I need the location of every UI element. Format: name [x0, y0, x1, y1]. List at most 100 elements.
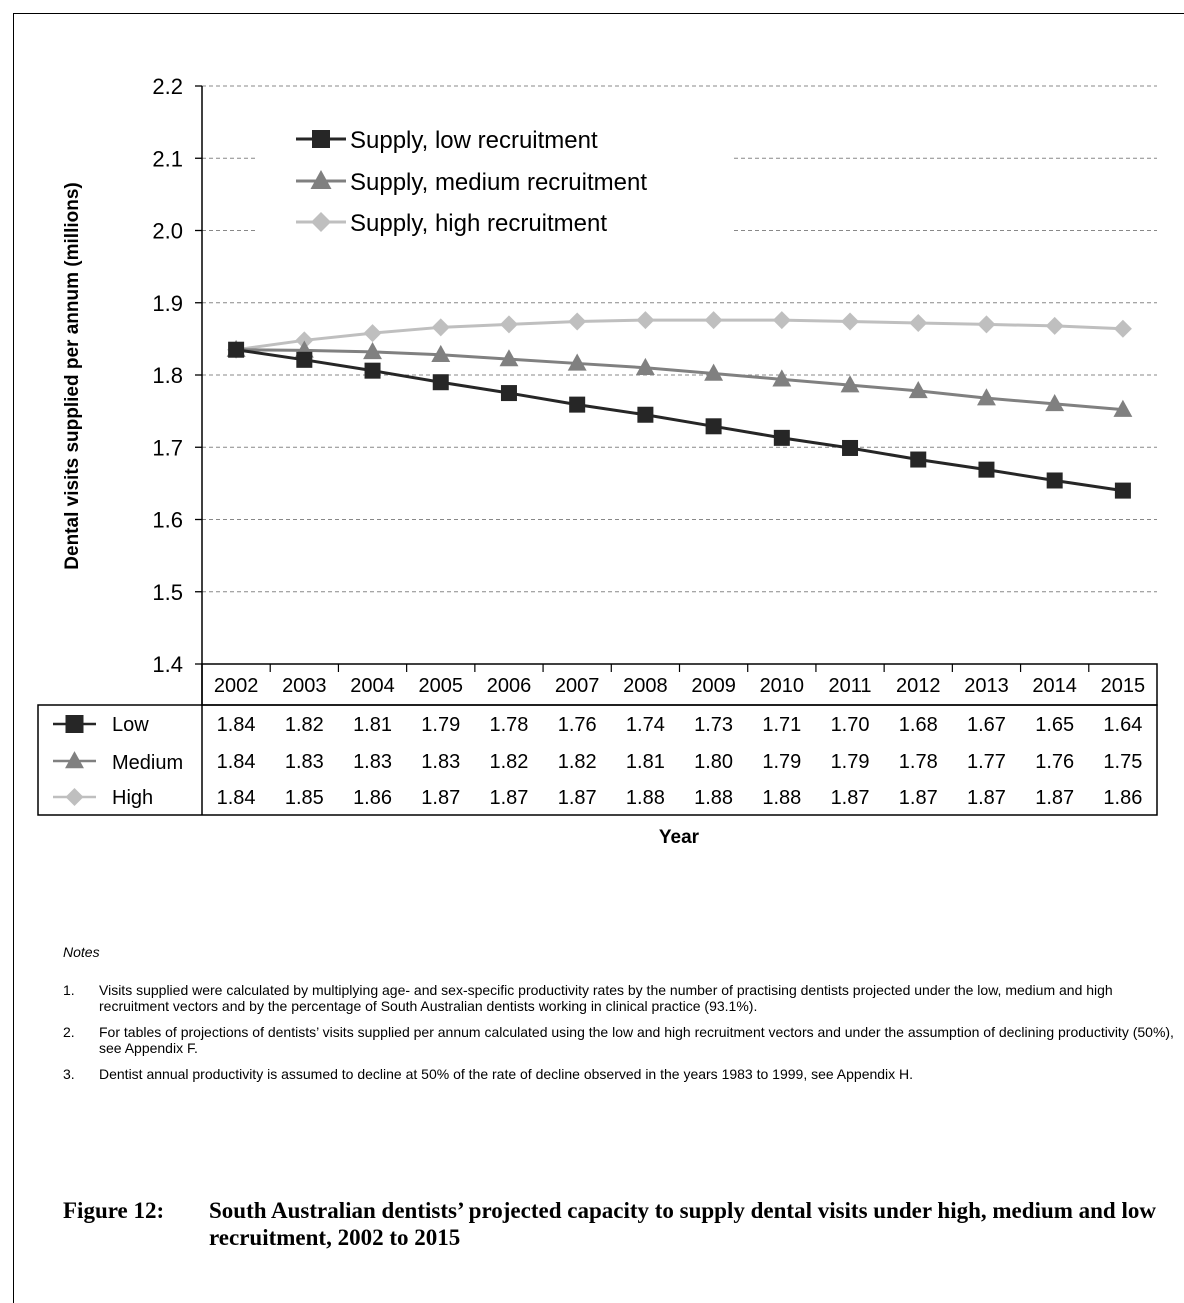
table-cell: 1.64	[1103, 714, 1142, 736]
data-point	[704, 363, 724, 381]
x-tick-label: 2008	[623, 675, 668, 697]
x-tick-label: 2014	[1032, 675, 1077, 697]
x-tick-label: 2007	[555, 675, 600, 697]
x-tick-label: 2009	[691, 675, 736, 697]
table-cell: 1.88	[626, 787, 665, 809]
table-cell: 1.65	[1035, 714, 1074, 736]
legend: Supply, low recruitment Supply, medium re…	[258, 112, 732, 244]
data-point	[431, 318, 450, 337]
table-cell: 1.87	[831, 787, 870, 809]
data-point	[363, 324, 382, 343]
y-tick-label: 1.7	[152, 435, 183, 460]
table-body	[37, 704, 1158, 816]
data-point	[1045, 316, 1064, 335]
data-point	[296, 351, 313, 368]
note-number: 2.	[63, 1024, 75, 1040]
data-point	[636, 311, 655, 330]
data-point	[1113, 399, 1133, 417]
table-cell: 1.79	[762, 751, 801, 773]
line-chart: 1.4 1.5 1.6 1.7 1.8 1.9 2.0 2.1 2.2 Dental visit…	[37, 74, 1158, 848]
data-point	[635, 357, 655, 375]
data-point	[499, 349, 519, 367]
note-number: 3.	[63, 1066, 75, 1082]
caption-text: South Australian dentists’ projected cap…	[209, 1198, 1156, 1250]
note-text: Visits supplied were calculated by multi…	[99, 982, 1113, 1014]
table-cell: 1.82	[489, 751, 528, 773]
y-axis-label: Dental visits supplied per annum (millio…	[62, 182, 83, 569]
table-cell: 1.68	[899, 714, 938, 736]
table-cell: 1.79	[421, 714, 460, 736]
x-tick-label: 2015	[1101, 675, 1146, 697]
figure-caption: Figure 12: South Australian dentists’ pr…	[63, 1197, 1173, 1251]
table-cell: 1.87	[1035, 787, 1074, 809]
table-cell: 1.83	[421, 751, 460, 773]
table-cell: 1.78	[899, 751, 938, 773]
table-cell: 1.83	[285, 751, 324, 773]
x-tick-label: 2006	[487, 675, 532, 697]
data-point	[909, 313, 928, 332]
table-cell: 1.88	[694, 787, 733, 809]
table-cell: 1.87	[489, 787, 528, 809]
legend-marker	[310, 170, 332, 189]
y-tick-label: 1.6	[152, 508, 183, 533]
data-point	[228, 341, 245, 358]
data-point	[637, 406, 654, 423]
y-tick-label: 1.4	[152, 652, 183, 677]
note-number: 1.	[63, 982, 75, 998]
x-tick-label: 2005	[419, 675, 464, 697]
data-point	[363, 341, 382, 360]
y-tick-label: 1.8	[152, 363, 183, 388]
legend-marker	[65, 751, 84, 769]
table-cell: 1.87	[421, 787, 460, 809]
y-tick-label: 1.5	[152, 580, 183, 605]
table-cell: 1.86	[1103, 787, 1142, 809]
data-point	[567, 353, 587, 371]
note-item: 2. For tables of projections of dentists…	[63, 1024, 1178, 1056]
table-cell: 1.85	[285, 787, 324, 809]
data-point	[432, 374, 449, 391]
data-point	[1046, 472, 1063, 489]
data-point	[977, 315, 996, 334]
table-cell: 1.81	[353, 714, 392, 736]
table-cell: 1.87	[967, 787, 1006, 809]
table-cell: 1.73	[694, 714, 733, 736]
y-tick-label: 1.9	[152, 291, 183, 316]
data-point	[1045, 394, 1065, 412]
data-point	[1114, 482, 1131, 499]
table-cell: 1.83	[353, 751, 392, 773]
data-point	[704, 311, 723, 330]
notes-title: Notes	[63, 944, 100, 960]
x-tick-label: 2004	[350, 675, 395, 697]
legend-label: Supply, low recruitment	[350, 127, 598, 154]
table-cell: 1.84	[217, 714, 256, 736]
x-tick-label: 2012	[896, 675, 941, 697]
x-tick-label: 2002	[214, 675, 259, 697]
table-cell: 1.79	[831, 751, 870, 773]
note-item: 1. Visits supplied were calculated by mu…	[63, 982, 1178, 1014]
x-tick-label: 2011	[829, 675, 872, 697]
data-point	[841, 312, 860, 331]
table-row-label: Medium	[112, 752, 183, 774]
series-line	[236, 348, 1124, 412]
note-item: 3. Dentist annual productivity is assume…	[63, 1066, 1178, 1082]
table-cell: 1.82	[558, 751, 597, 773]
y-tick-label: 2.0	[152, 219, 183, 244]
legend-label: Supply, high recruitment	[350, 210, 607, 237]
table-cell: 1.86	[353, 787, 392, 809]
figure-frame	[13, 13, 1184, 1303]
data-point	[295, 331, 314, 350]
data-point	[705, 418, 722, 435]
data-point	[840, 375, 860, 393]
table-row-label: Low	[112, 714, 149, 736]
data-point	[772, 311, 791, 330]
legend-marker	[65, 788, 84, 806]
table-cell: 1.74	[626, 714, 665, 736]
legend-marker	[65, 715, 84, 733]
data-point	[772, 369, 792, 387]
data-point	[1113, 319, 1132, 338]
data-point	[569, 396, 586, 413]
data-table: 2002 2003 2004 2005 2006 2007 2008 2009 2010 2011…	[37, 663, 1158, 816]
y-tick-labels: 1.4 1.5 1.6 1.7 1.8 1.9 2.0 2.1 2.2	[152, 74, 183, 677]
legend-marker	[311, 212, 331, 232]
table-cell: 1.87	[558, 787, 597, 809]
